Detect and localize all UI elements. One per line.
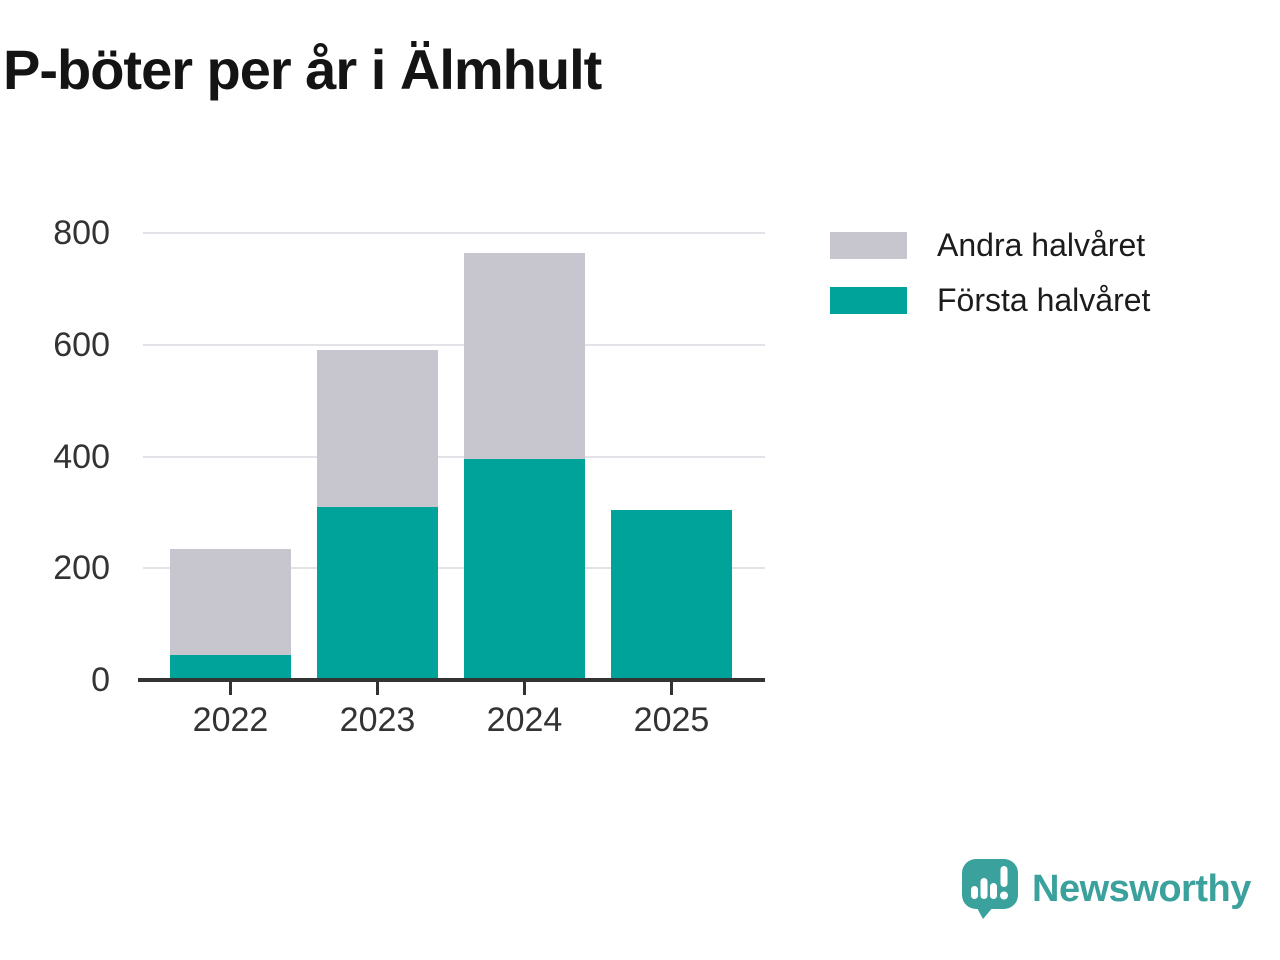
newsworthy-logo[interactable]: Newsworthy [961, 858, 1251, 920]
y-tick-label-400: 400 [53, 437, 110, 476]
x-tick-label-2025: 2025 [633, 701, 710, 739]
x-tick-label-2023: 2023 [339, 701, 416, 739]
legend-label: Andra halvåret [937, 227, 1146, 263]
newsworthy-logo-icon [962, 859, 1018, 919]
gridline-800 [143, 232, 765, 234]
legend-swatch-forsta-halvaret [830, 287, 907, 314]
bar-2025-forsta-halvaret [611, 509, 732, 680]
legend-label: Första halvåret [937, 282, 1151, 318]
newsworthy-logo-text: Newsworthy [1032, 867, 1251, 910]
x-tick-2022 [229, 682, 232, 695]
x-tick-2024 [523, 682, 526, 695]
y-tick-label-0: 0 [91, 661, 110, 699]
chart-title: P-böter per år i Älmhult [3, 38, 602, 101]
y-tick-label-600: 600 [53, 325, 110, 364]
gridline-600 [143, 343, 765, 346]
y-tick-label-800: 800 [53, 214, 110, 252]
bar-2023-forsta-halvaret [317, 506, 438, 680]
legend-item-forsta-halvaret: Första halvåret [830, 282, 1150, 318]
x-tick-label-2022: 2022 [192, 701, 269, 739]
bar-2024-andra-halvaret [464, 252, 585, 460]
x-axis-labels: 2022 2023 2024 2025 [143, 703, 765, 749]
legend-swatch-andra-halvaret [830, 232, 907, 259]
bar-2024-forsta-halvaret [464, 459, 585, 680]
gridline-400 [143, 455, 765, 458]
y-axis-labels: 0 200 400 600 800 [0, 216, 110, 697]
x-tick-2023 [376, 682, 379, 695]
gridline-200 [143, 567, 765, 570]
plot-area [138, 232, 765, 695]
x-tick-2025 [670, 682, 673, 695]
bar-2023-andra-halvaret [317, 350, 438, 507]
y-tick-label-200: 200 [53, 549, 110, 588]
x-axis-line [138, 678, 765, 682]
bar-2022-andra-halvaret [170, 548, 291, 655]
legend: Andra halvåret Första halvåret [830, 227, 1150, 342]
x-tick-label-2024: 2024 [486, 701, 563, 739]
legend-item-andra-halvaret: Andra halvåret [830, 227, 1150, 263]
bar-2022-forsta-halvaret [170, 654, 291, 680]
